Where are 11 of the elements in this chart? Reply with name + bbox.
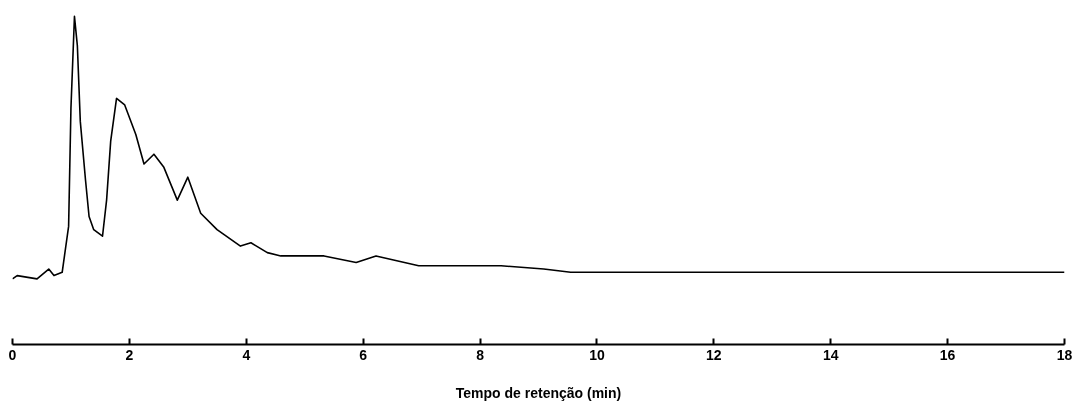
x-tick-label: 0 [8, 346, 17, 363]
x-tick-label: 18 [1056, 346, 1073, 363]
x-tick-label: 8 [476, 346, 485, 363]
x-tick-label: 14 [822, 346, 839, 363]
x-axis-title: Tempo de retenção (min) [455, 384, 622, 401]
x-tick-label: 12 [706, 346, 722, 363]
x-tick-label: 16 [939, 346, 956, 363]
x-tick-label: 4 [242, 346, 251, 363]
x-tick-label: 6 [359, 346, 368, 363]
x-tick-label: 10 [589, 346, 605, 363]
x-tick-label: 2 [125, 346, 134, 363]
